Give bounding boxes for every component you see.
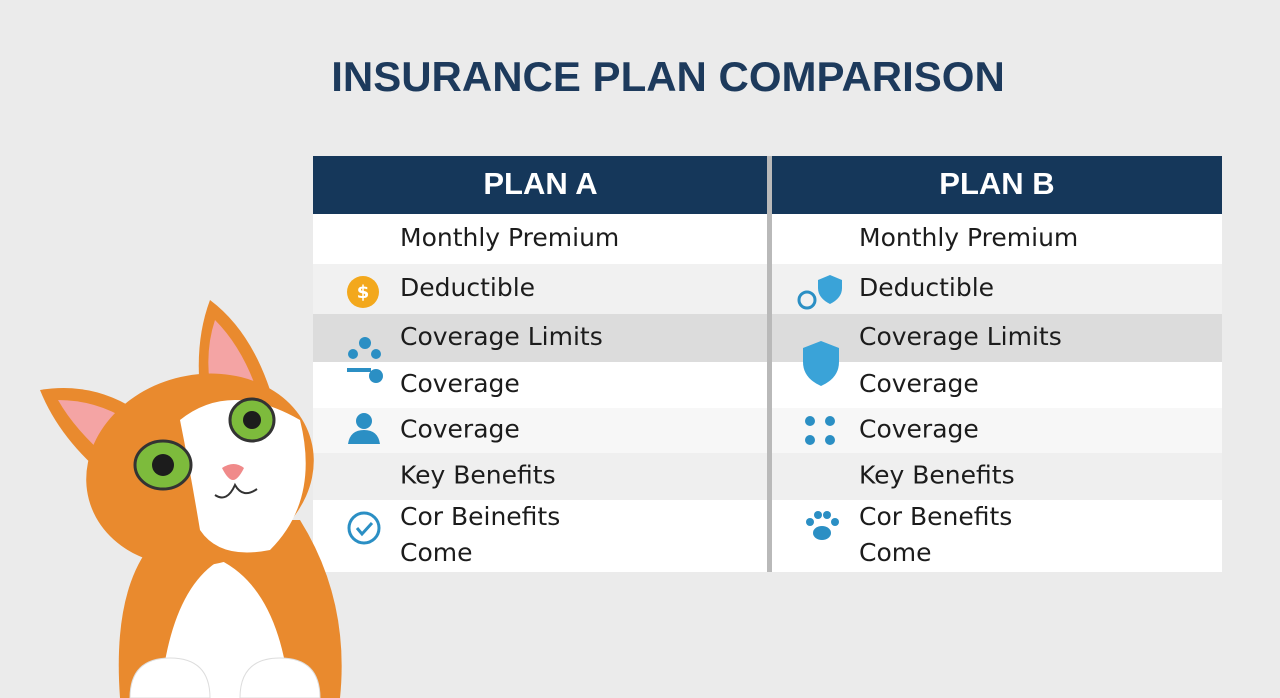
plan-header: PLAN B <box>939 166 1054 201</box>
plan-header: PLAN A <box>483 166 597 201</box>
row-bg <box>313 214 768 264</box>
row-label: Coverage <box>400 415 520 444</box>
paw-icon <box>806 511 839 540</box>
row-bg <box>772 408 1222 453</box>
dollar-sign: $ <box>357 282 370 303</box>
row-bg <box>313 264 768 314</box>
row-bg <box>772 500 1222 572</box>
row-label: Cor Beinefits <box>400 502 560 531</box>
row-label: Key Benefits <box>400 461 556 490</box>
row-bg <box>313 453 768 500</box>
column-divider <box>767 156 772 572</box>
plan-header-bg <box>772 156 1222 214</box>
check-icon <box>347 511 381 545</box>
row-bg <box>772 453 1222 500</box>
row-bg <box>772 214 1222 264</box>
cat-illustration <box>40 300 342 698</box>
row-bg <box>313 500 768 572</box>
row-label: Monthly Premium <box>859 223 1078 252</box>
row-label: Key Benefits <box>859 461 1015 490</box>
row-label: Monthly Premium <box>400 223 619 252</box>
row-label: Coverage <box>859 415 979 444</box>
row-label: Deductible <box>400 273 535 302</box>
row-bg <box>313 314 768 362</box>
icons: $ <box>347 275 842 545</box>
network-icon <box>347 337 383 383</box>
check-mark <box>355 521 374 537</box>
shield-icon <box>803 341 839 386</box>
row-bg <box>772 264 1222 314</box>
row-bg <box>313 408 768 453</box>
row-bg <box>313 362 768 408</box>
row-bg <box>772 314 1222 362</box>
title: INSURANCE PLAN COMPARISON <box>331 53 1005 100</box>
person-icon <box>348 413 380 444</box>
comparison-table: PLAN A Monthly Premium Deductible Coverage … <box>313 156 1222 572</box>
row-label: Come <box>859 538 932 567</box>
dollar-icon <box>347 276 379 308</box>
row-label: Cor Benefits <box>859 502 1012 531</box>
paws-icon <box>805 416 835 445</box>
medal-icon <box>797 290 817 310</box>
plan-header-bg <box>313 156 768 214</box>
row-label: Deductible <box>859 273 994 302</box>
row-label: Coverage <box>400 369 520 398</box>
row-label: Coverage Limits <box>400 322 603 351</box>
small-shield-icon <box>818 275 842 304</box>
row-label: Coverage <box>859 369 979 398</box>
row-label: Come <box>400 538 473 567</box>
row-label: Coverage Limits <box>859 322 1062 351</box>
row-bg <box>772 362 1222 408</box>
